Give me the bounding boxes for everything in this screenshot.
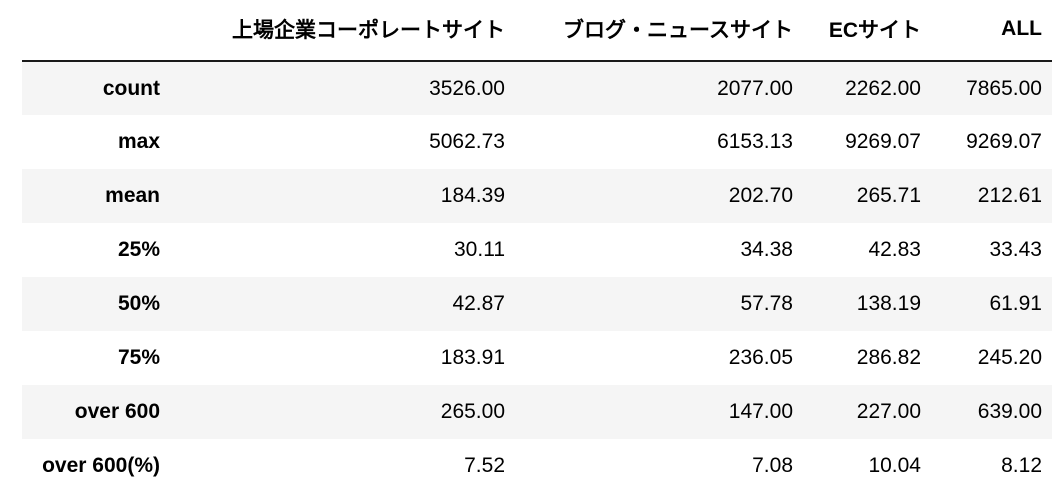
row-label: over 600 (74, 400, 160, 423)
table-cell: 42.87 (452, 292, 505, 315)
table-cell: 7.08 (752, 454, 793, 477)
table-cell: 639.00 (977, 400, 1042, 423)
column-header-all: ALL (931, 0, 1052, 62)
table-row: 75% 183.91 236.05 286.82 245.20 (22, 331, 1052, 385)
table-cell: 3526.00 (429, 76, 505, 100)
table-cell: 42.83 (868, 238, 921, 261)
table-cell: 30.11 (454, 238, 505, 261)
column-header-corporate: 上場企業コーポレートサイト (182, 0, 515, 62)
table-cell: 6153.13 (717, 130, 793, 153)
table-cell: 61.91 (989, 292, 1042, 315)
table-cell: 57.78 (740, 292, 793, 315)
row-label: 25% (117, 238, 160, 261)
table-row: over 600(%) 7.52 7.08 10.04 8.12 (22, 439, 1052, 493)
table-cell: 265.00 (440, 400, 505, 423)
table-cell: 245.20 (977, 346, 1042, 369)
row-label: over 600(%) (42, 454, 160, 477)
table-cell: 7.52 (464, 454, 505, 477)
row-label: 50% (117, 292, 160, 315)
table-cell: 183.91 (440, 346, 505, 369)
table-cell: 9269.07 (966, 130, 1042, 153)
header-row: 上場企業コーポレートサイト ブログ・ニュースサイト ECサイト ALL (22, 0, 1052, 62)
table-row: 25% 30.11 34.38 42.83 33.43 (22, 223, 1052, 277)
table-cell: 147.00 (728, 400, 793, 423)
row-label: mean (105, 184, 160, 207)
table-cell: 138.19 (856, 292, 921, 315)
table-cell: 202.70 (728, 184, 793, 207)
table-cell: 2077.00 (717, 76, 793, 100)
table-cell: 34.38 (740, 238, 793, 261)
table-row: over 600 265.00 147.00 227.00 639.00 (22, 385, 1052, 439)
table-cell: 212.61 (977, 184, 1042, 207)
table-cell: 5062.73 (429, 130, 505, 153)
table-body: count 3526.00 2077.00 2262.00 7865.00 ma… (22, 61, 1052, 493)
row-label: max (117, 130, 160, 153)
dataframe-container: 上場企業コーポレートサイト ブログ・ニュースサイト ECサイト ALL coun… (22, 0, 1052, 493)
table-cell: 8.12 (1001, 454, 1042, 477)
column-header-ec: ECサイト (803, 0, 931, 62)
column-header-blog-news: ブログ・ニュースサイト (515, 0, 803, 62)
table-cell: 236.05 (728, 346, 793, 369)
table-row: max 5062.73 6153.13 9269.07 9269.07 (22, 115, 1052, 169)
table-cell: 10.04 (868, 454, 921, 477)
table-header: 上場企業コーポレートサイト ブログ・ニュースサイト ECサイト ALL (22, 0, 1052, 62)
row-label: 75% (117, 346, 160, 369)
table-cell: 227.00 (856, 400, 921, 423)
index-header (22, 0, 182, 62)
table-cell: 2262.00 (845, 76, 921, 100)
table-cell: 286.82 (856, 346, 921, 369)
table-cell: 265.71 (856, 184, 921, 207)
stats-table: 上場企業コーポレートサイト ブログ・ニュースサイト ECサイト ALL coun… (22, 0, 1052, 493)
table-cell: 33.43 (989, 238, 1042, 261)
table-row: mean 184.39 202.70 265.71 212.61 (22, 169, 1052, 223)
table-cell: 184.39 (440, 184, 505, 207)
table-cell: 7865.00 (966, 76, 1042, 100)
table-cell: 9269.07 (845, 130, 921, 153)
row-label: count (102, 76, 160, 100)
table-row: 50% 42.87 57.78 138.19 61.91 (22, 277, 1052, 331)
table-row: count 3526.00 2077.00 2262.00 7865.00 (22, 61, 1052, 115)
